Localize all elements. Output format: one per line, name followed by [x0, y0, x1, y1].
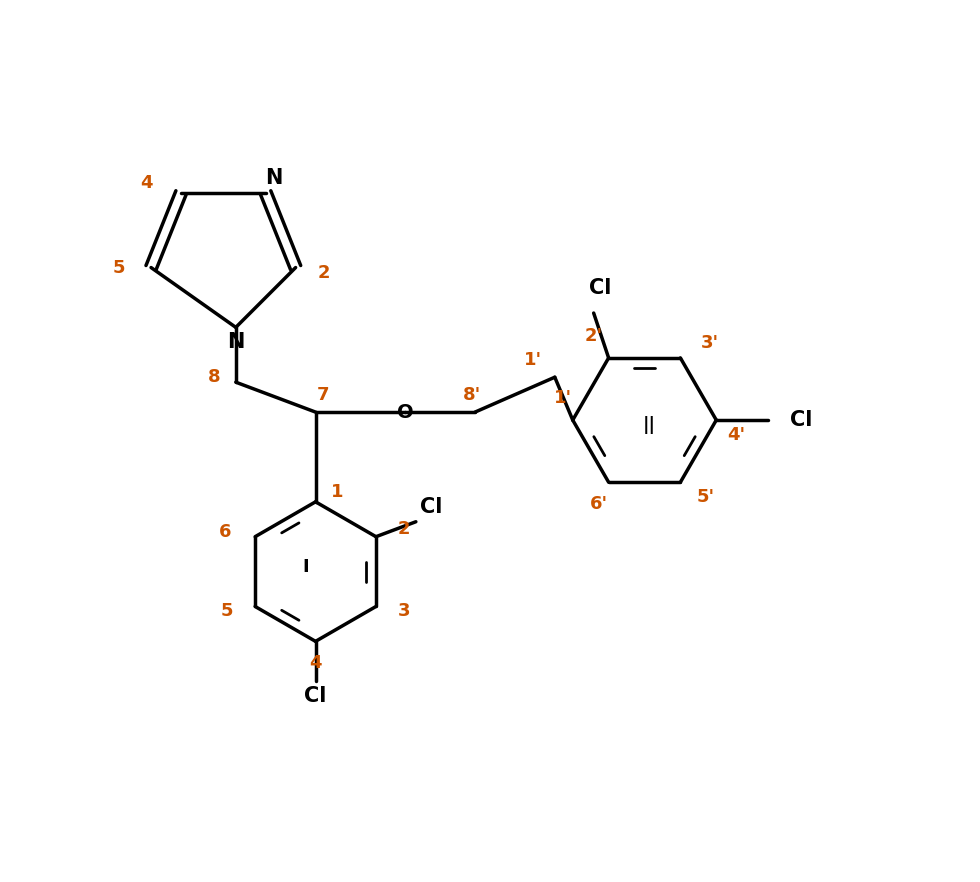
- Text: 6': 6': [590, 495, 608, 513]
- Text: 3': 3': [702, 334, 719, 352]
- Text: 4: 4: [140, 174, 152, 191]
- Text: Cl: Cl: [305, 686, 326, 706]
- Text: 4: 4: [310, 654, 321, 672]
- Text: 1: 1: [331, 482, 344, 501]
- Text: 1': 1': [523, 351, 542, 370]
- Text: 6: 6: [219, 523, 231, 541]
- Text: ||: ||: [643, 416, 656, 434]
- Text: 3: 3: [398, 602, 411, 620]
- Text: 4': 4': [727, 426, 745, 444]
- Text: O: O: [397, 402, 414, 422]
- Text: 5: 5: [220, 602, 233, 620]
- Text: Cl: Cl: [589, 278, 612, 298]
- Text: 8': 8': [463, 386, 481, 404]
- Text: N: N: [227, 333, 244, 352]
- Text: 5: 5: [113, 258, 125, 277]
- Text: 5': 5': [696, 488, 714, 506]
- Text: N: N: [265, 168, 282, 188]
- Text: I: I: [302, 557, 309, 576]
- Text: 2: 2: [318, 264, 330, 281]
- Text: 1': 1': [554, 389, 572, 407]
- Text: 2': 2': [585, 327, 603, 345]
- Text: 8: 8: [208, 368, 220, 386]
- Text: 7: 7: [317, 386, 328, 404]
- Text: Cl: Cl: [790, 410, 812, 430]
- Text: 2: 2: [398, 519, 411, 538]
- Text: Cl: Cl: [419, 497, 442, 517]
